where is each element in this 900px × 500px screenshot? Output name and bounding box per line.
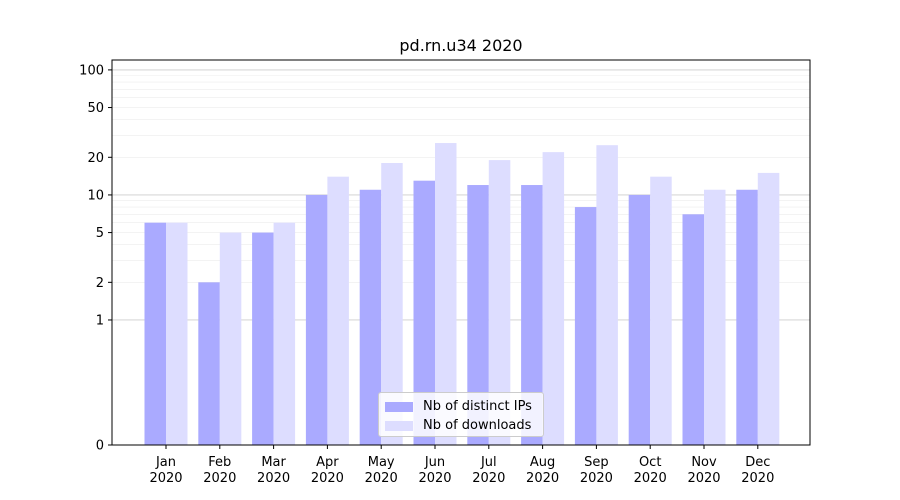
- bar-distinct-ips-5: [359, 189, 382, 445]
- bar-distinct-ips-8: [521, 185, 543, 445]
- x-tick-label: Feb 2020: [203, 455, 236, 486]
- x-tick-label: Jun 2020: [418, 455, 451, 486]
- legend-swatch-downloads: [385, 420, 413, 431]
- bar-distinct-ips-9: [574, 207, 597, 445]
- x-tick-label: Aug 2020: [526, 455, 559, 486]
- y-tick-label: 50: [87, 101, 104, 116]
- y-tick-label: 5: [96, 226, 104, 241]
- bar-downloads-7: [488, 160, 511, 445]
- x-tick-label: Mar 2020: [257, 455, 290, 486]
- y-tick-label: 10: [87, 188, 104, 203]
- bar-downloads-2: [219, 232, 242, 445]
- x-tick-label: Nov 2020: [687, 455, 720, 486]
- bar-downloads-3: [273, 222, 296, 445]
- chart-title: pd.rn.u34 2020: [399, 36, 523, 55]
- bar-distinct-ips-11: [682, 214, 704, 445]
- plot-frame: [111, 59, 811, 446]
- x-tick-label: Jul 2020: [472, 455, 505, 486]
- x-tick-label: Apr 2020: [311, 455, 344, 486]
- bar-downloads-11: [704, 189, 726, 445]
- y-tick-label: 20: [87, 151, 104, 166]
- bar-downloads-1: [166, 222, 188, 445]
- x-tick-label: Oct 2020: [634, 455, 667, 486]
- bar-distinct-ips-2: [198, 282, 220, 445]
- bar-distinct-ips-7: [467, 185, 489, 445]
- bar-distinct-ips-10: [628, 194, 651, 445]
- legend-entry-ips: Nb of distinct IPs: [385, 397, 537, 416]
- bar-downloads-9: [596, 145, 618, 445]
- y-tick-label: 100: [79, 63, 104, 78]
- legend-entry-downloads: Nb of downloads: [385, 416, 537, 435]
- x-tick-label: Sep 2020: [580, 455, 613, 486]
- bar-downloads-8: [542, 152, 565, 445]
- legend-label-downloads: Nb of downloads: [423, 418, 532, 433]
- legend-swatch-ips: [385, 401, 413, 412]
- legend: Nb of distinct IPs Nb of downloads: [378, 392, 544, 437]
- bar-downloads-4: [327, 176, 349, 445]
- bar-distinct-ips-1: [144, 222, 166, 445]
- bar-downloads-10: [650, 176, 672, 445]
- bar-distinct-ips-12: [736, 189, 758, 445]
- bar-distinct-ips-4: [305, 194, 328, 445]
- bar-downloads-12: [757, 172, 780, 445]
- axes-layer: 0 1 2 5 10 20 50 100 Jan 2020 Feb 2020 Mar 2020 Apr 202…: [79, 59, 811, 486]
- x-tick-label: Jan 2020: [149, 455, 182, 486]
- bar-downloads-5: [381, 163, 403, 445]
- grid-layer: [112, 69, 810, 321]
- x-tick-label: May 2020: [365, 455, 398, 486]
- bar-distinct-ips-6: [413, 180, 435, 445]
- y-tick-label: 2: [96, 276, 104, 291]
- y-tick-label: 0: [96, 439, 104, 454]
- bar-distinct-ips-3: [252, 232, 274, 445]
- legend-label-ips: Nb of distinct IPs: [423, 399, 532, 414]
- bar-downloads-6: [435, 143, 457, 445]
- bars-layer: [144, 143, 780, 445]
- y-tick-label: 1: [96, 313, 104, 328]
- x-tick-label: Dec 2020: [741, 455, 774, 486]
